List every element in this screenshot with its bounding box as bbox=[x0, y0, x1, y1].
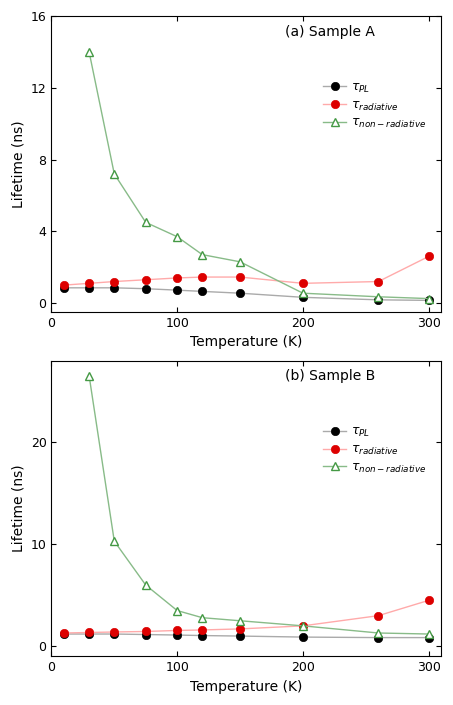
$\tau$$_{PL}$ bbox=[300, 633, 306, 642]
$\tau$$_{radiative}$ bbox=[87, 628, 92, 637]
$\tau$$_{PL}$ bbox=[426, 633, 431, 642]
$\tau$$_{non-radiative}$ bbox=[200, 613, 205, 622]
$\tau$$_{non-radiative}$ bbox=[237, 617, 243, 625]
$\tau$$_{radiative}$ bbox=[376, 611, 381, 620]
$\tau$$_{non-radiative}$ bbox=[300, 289, 306, 298]
$\tau$$_{PL}$ bbox=[143, 285, 149, 293]
$\tau$$_{PL}$ bbox=[61, 283, 67, 292]
$\tau$$_{PL}$ bbox=[376, 295, 381, 304]
$\tau$$_{non-radiative}$ bbox=[237, 257, 243, 266]
$\tau$$_{radiative}$ bbox=[143, 276, 149, 284]
$\tau$$_{radiative}$ bbox=[376, 277, 381, 286]
$\tau$$_{non-radiative}$ bbox=[426, 295, 431, 303]
$\tau$$_{PL}$ bbox=[237, 289, 243, 298]
$\tau$$_{radiative}$ bbox=[174, 626, 180, 634]
Line: $\tau$$_{radiative}$: $\tau$$_{radiative}$ bbox=[60, 252, 433, 289]
$\tau$$_{non-radiative}$ bbox=[200, 250, 205, 259]
$\tau$$_{PL}$ bbox=[143, 630, 149, 639]
$\tau$$_{non-radiative}$ bbox=[174, 606, 180, 615]
$\tau$$_{non-radiative}$ bbox=[143, 581, 149, 589]
$\tau$$_{non-radiative}$ bbox=[426, 630, 431, 638]
Line: $\tau$$_{radiative}$: $\tau$$_{radiative}$ bbox=[60, 596, 433, 637]
$\tau$$_{radiative}$ bbox=[200, 273, 205, 281]
$\tau$$_{radiative}$ bbox=[111, 627, 117, 636]
$\tau$$_{non-radiative}$ bbox=[376, 293, 381, 301]
Legend: $\tau$$_{PL}$, $\tau$$_{radiative}$, $\tau$$_{non-radiative}$: $\tau$$_{PL}$, $\tau$$_{radiative}$, $\t… bbox=[318, 420, 431, 480]
$\tau$$_{radiative}$ bbox=[143, 627, 149, 636]
$\tau$$_{radiative}$ bbox=[237, 273, 243, 281]
Line: $\tau$$_{non-radiative}$: $\tau$$_{non-radiative}$ bbox=[85, 48, 433, 302]
$\tau$$_{radiative}$ bbox=[300, 279, 306, 288]
X-axis label: Temperature (K): Temperature (K) bbox=[190, 336, 303, 350]
$\tau$$_{PL}$ bbox=[200, 287, 205, 295]
Y-axis label: Lifetime (ns): Lifetime (ns) bbox=[11, 121, 25, 208]
$\tau$$_{radiative}$ bbox=[87, 279, 92, 288]
$\tau$$_{radiative}$ bbox=[61, 281, 67, 289]
$\tau$$_{PL}$ bbox=[87, 630, 92, 638]
$\tau$$_{non-radiative}$ bbox=[111, 537, 117, 546]
$\tau$$_{radiative}$ bbox=[111, 277, 117, 286]
Line: $\tau$$_{PL}$: $\tau$$_{PL}$ bbox=[60, 283, 433, 305]
$\tau$$_{PL}$ bbox=[237, 632, 243, 640]
$\tau$$_{non-radiative}$ bbox=[143, 218, 149, 226]
$\tau$$_{PL}$ bbox=[174, 286, 180, 295]
$\tau$$_{PL}$ bbox=[111, 283, 117, 292]
$\tau$$_{radiative}$ bbox=[61, 629, 67, 637]
$\tau$$_{radiative}$ bbox=[426, 596, 431, 605]
Text: (b) Sample B: (b) Sample B bbox=[285, 369, 376, 384]
$\tau$$_{PL}$ bbox=[174, 631, 180, 639]
$\tau$$_{PL}$ bbox=[426, 296, 431, 305]
Line: $\tau$$_{PL}$: $\tau$$_{PL}$ bbox=[60, 630, 433, 642]
$\tau$$_{non-radiative}$ bbox=[376, 629, 381, 637]
$\tau$$_{PL}$ bbox=[300, 293, 306, 302]
Legend: $\tau$$_{PL}$, $\tau$$_{radiative}$, $\tau$$_{non-radiative}$: $\tau$$_{PL}$, $\tau$$_{radiative}$, $\t… bbox=[318, 75, 431, 135]
$\tau$$_{PL}$ bbox=[200, 631, 205, 639]
$\tau$$_{PL}$ bbox=[376, 633, 381, 642]
$\tau$$_{radiative}$ bbox=[426, 252, 431, 261]
$\tau$$_{radiative}$ bbox=[237, 625, 243, 633]
$\tau$$_{non-radiative}$ bbox=[174, 233, 180, 241]
$\tau$$_{non-radiative}$ bbox=[87, 48, 92, 56]
$\tau$$_{radiative}$ bbox=[174, 274, 180, 282]
$\tau$$_{non-radiative}$ bbox=[300, 622, 306, 630]
Text: (a) Sample A: (a) Sample A bbox=[285, 25, 375, 39]
$\tau$$_{radiative}$ bbox=[300, 622, 306, 630]
Y-axis label: Lifetime (ns): Lifetime (ns) bbox=[11, 465, 25, 552]
X-axis label: Temperature (K): Temperature (K) bbox=[190, 680, 303, 694]
$\tau$$_{non-radiative}$ bbox=[87, 372, 92, 380]
Line: $\tau$$_{non-radiative}$: $\tau$$_{non-radiative}$ bbox=[85, 372, 433, 638]
$\tau$$_{PL}$ bbox=[61, 630, 67, 638]
$\tau$$_{non-radiative}$ bbox=[111, 170, 117, 178]
$\tau$$_{radiative}$ bbox=[200, 626, 205, 634]
$\tau$$_{PL}$ bbox=[111, 630, 117, 638]
$\tau$$_{PL}$ bbox=[87, 283, 92, 292]
